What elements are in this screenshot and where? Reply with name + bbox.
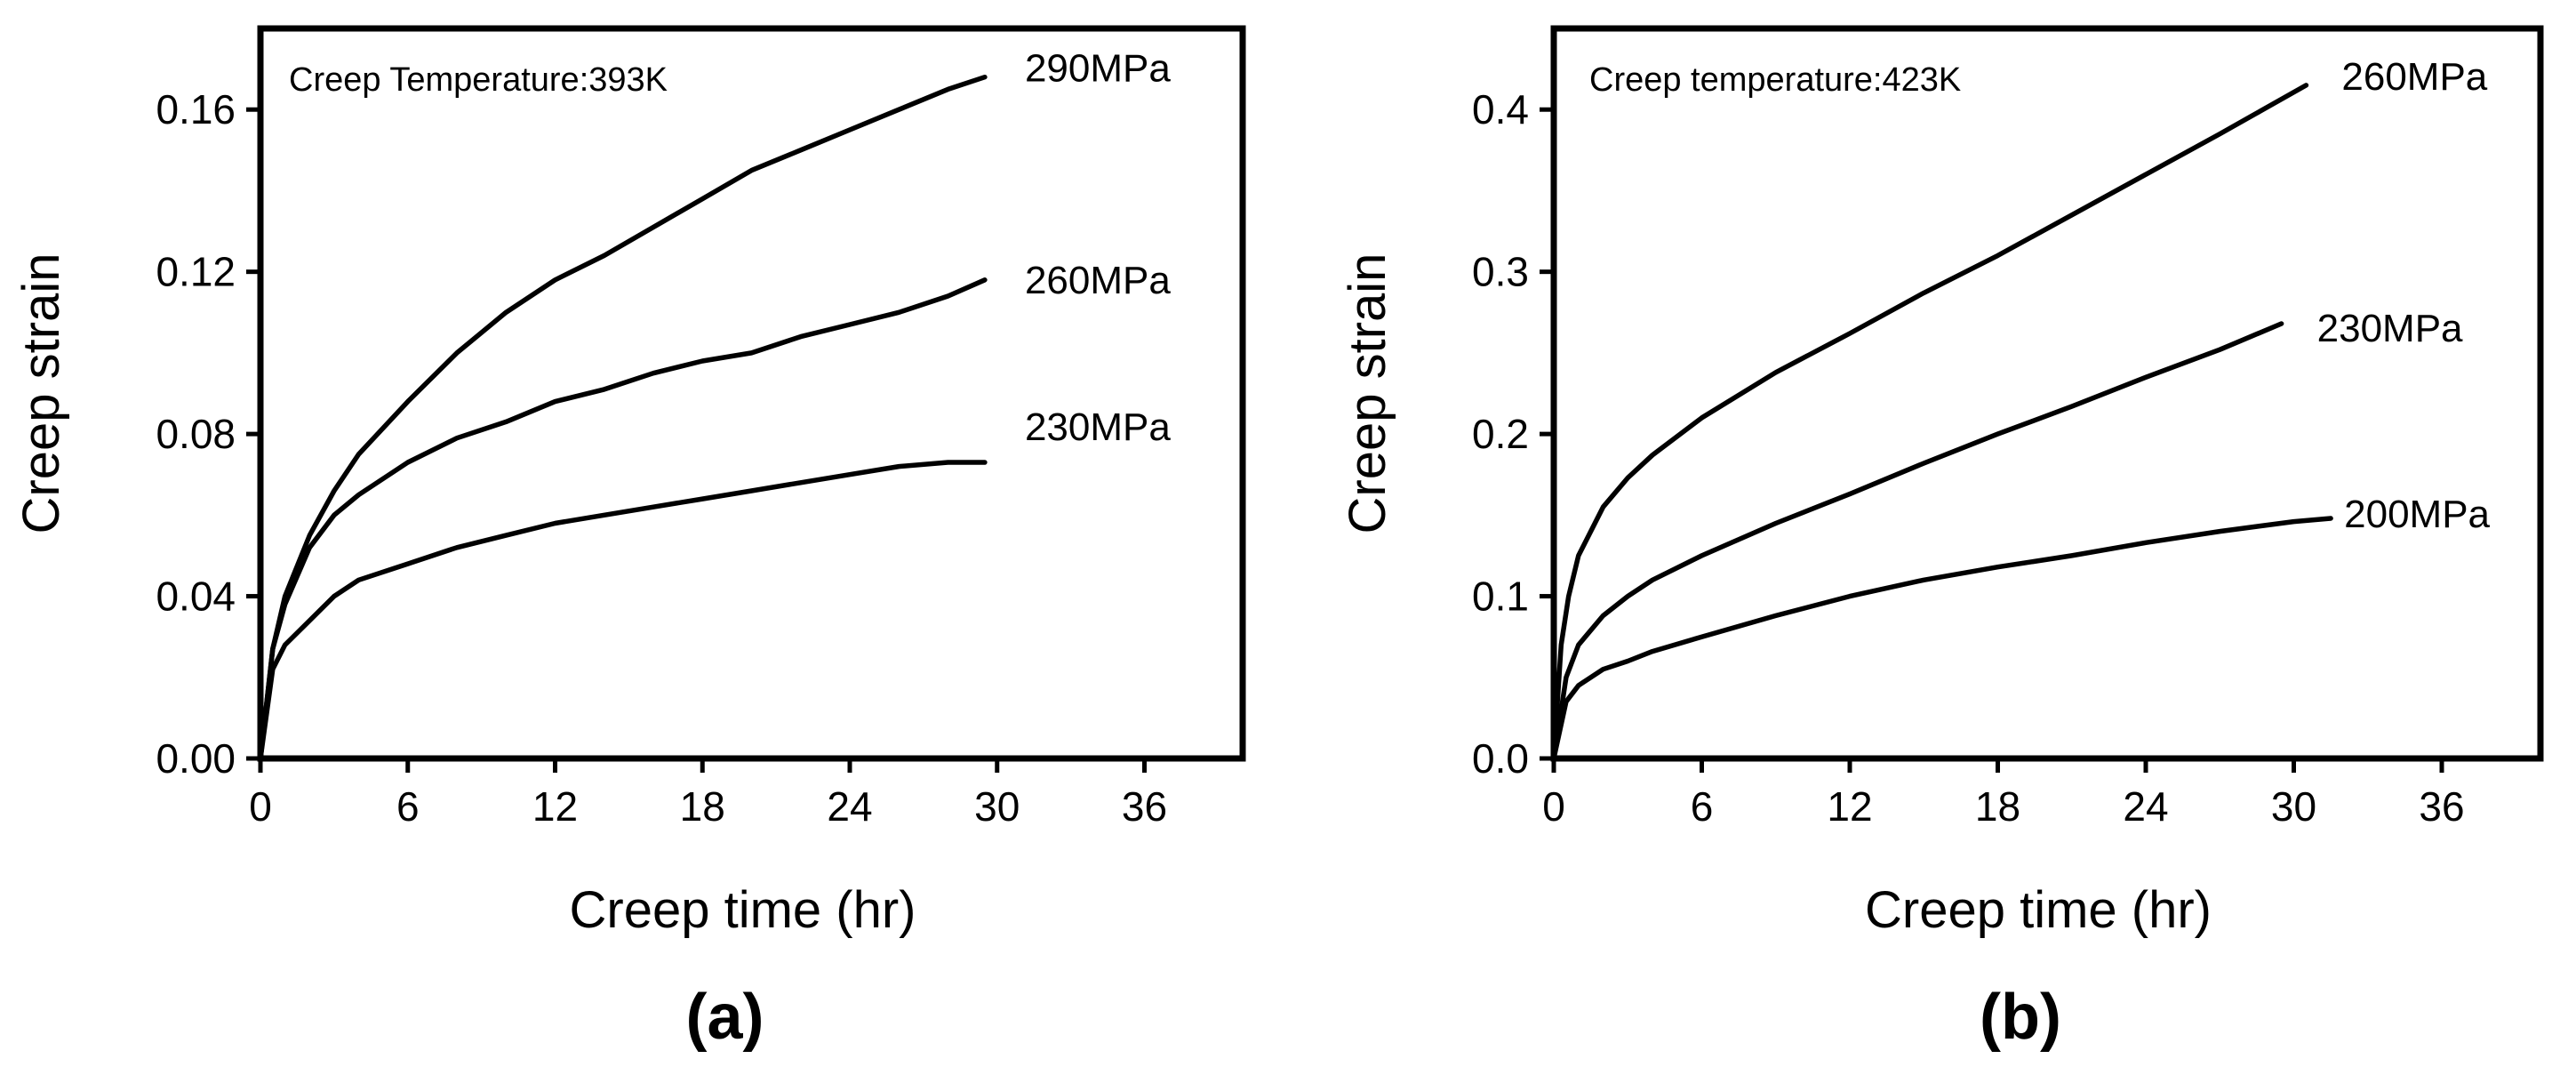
- x-tick-label: 30: [974, 783, 1020, 830]
- series-label: 260MPa: [2341, 55, 2487, 99]
- x-axis-label: Creep time (hr): [570, 881, 916, 939]
- y-tick-label: 0.12: [156, 249, 236, 295]
- x-tick-label: 0: [249, 783, 272, 830]
- series-line-260MPa: [258, 277, 988, 761]
- x-tick-label: 30: [2271, 783, 2316, 830]
- temperature-annotation: Creep temperature:423K: [1589, 61, 1961, 99]
- y-tick-label: 0.16: [156, 86, 236, 132]
- y-tick-label: 0.00: [156, 735, 236, 782]
- x-tick-label: 6: [396, 783, 420, 830]
- x-tick-label: 12: [532, 783, 578, 830]
- y-tick-label: 0.2: [1472, 411, 1529, 457]
- x-tick-label: 36: [1122, 783, 1167, 830]
- series-label: 200MPa: [2344, 493, 2490, 536]
- temperature-annotation: Creep Temperature:393K: [289, 61, 668, 99]
- x-tick-label: 18: [680, 783, 725, 830]
- panel-b-chart: 0 6 12 18 24 30 36 0.0 0.1 0.2 0.3 0.4 Creep time (h…: [1339, 25, 2544, 1053]
- series-line-290MPa: [258, 74, 988, 761]
- x-tick-label: 0: [1542, 783, 1565, 830]
- series-label: 230MPa: [2317, 307, 2463, 350]
- y-tick-label: 0.4: [1472, 86, 1529, 132]
- y-tick-label: 0.3: [1472, 249, 1529, 295]
- x-tick-label: 18: [1975, 783, 2020, 830]
- x-tick-label: 36: [2419, 783, 2464, 830]
- series-line-230MPa: [1551, 321, 2284, 761]
- series-label: 290MPa: [1025, 47, 1171, 91]
- series-line-200MPa: [1551, 516, 2333, 761]
- x-tick-label: 6: [1691, 783, 1714, 830]
- y-tick-label: 0.0: [1472, 735, 1529, 782]
- y-axis-label: Creep strain: [1339, 253, 1396, 534]
- plot-frame: [1550, 25, 2544, 762]
- panel-label: (a): [686, 982, 764, 1053]
- series-label: 230MPa: [1025, 405, 1171, 449]
- series-line-230MPa: [258, 460, 988, 761]
- y-tick-label: 0.08: [156, 411, 236, 457]
- x-axis-label: Creep time (hr): [1865, 881, 2212, 939]
- series-label: 260MPa: [1025, 259, 1171, 302]
- x-tick-label: 12: [1827, 783, 1872, 830]
- y-tick-label: 0.1: [1472, 574, 1529, 620]
- panel-a-chart: 0 6 12 18 24 30 36 0.00 0.04 0.08 0.12 0.16 Creep ti…: [12, 25, 1246, 1053]
- y-tick-label: 0.04: [156, 574, 236, 620]
- plot-frame: [257, 25, 1246, 762]
- panel-label: (b): [1980, 982, 2061, 1053]
- y-axis-label: Creep strain: [12, 253, 70, 534]
- series-line-260MPa: [1551, 83, 2309, 761]
- x-tick-label: 24: [2123, 783, 2168, 830]
- x-tick-label: 24: [827, 783, 872, 830]
